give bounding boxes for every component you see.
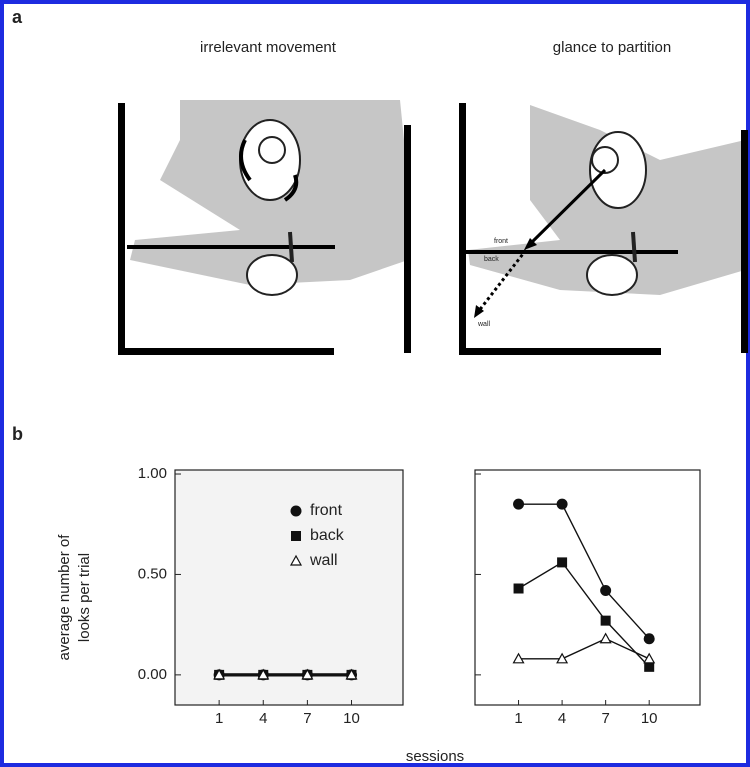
plot-frame (174, 469, 404, 706)
marker (644, 661, 655, 672)
marker (301, 668, 314, 680)
x-tick-label: 10 (641, 710, 658, 727)
annotation: back (484, 256, 499, 263)
x-axis-label: sessions (406, 748, 464, 765)
panel-title: irrelevant movement (200, 39, 337, 56)
x-tick-label: 4 (259, 710, 267, 727)
marker (513, 583, 524, 594)
illustration (459, 103, 748, 355)
legend-label: back (310, 527, 345, 544)
marker (599, 632, 612, 644)
x-tick-label: 10 (343, 710, 360, 727)
x-tick-label: 1 (514, 710, 522, 727)
y-tick-label: 0.50 (138, 565, 167, 582)
marker (289, 554, 303, 566)
marker (643, 652, 656, 664)
x-tick-label: 1 (215, 710, 223, 727)
marker (257, 668, 270, 680)
y-axis-label: looks per trial (76, 553, 93, 642)
series-line (518, 637, 650, 660)
y-tick-label: 1.00 (138, 465, 167, 482)
y-tick-label: 0.00 (138, 666, 167, 683)
x-tick-label: 7 (601, 710, 609, 727)
panel-label: a (12, 7, 23, 27)
plot-frame (474, 469, 701, 706)
marker (291, 531, 301, 541)
series-line (518, 503, 650, 640)
x-tick-label: 4 (558, 710, 566, 727)
marker (643, 633, 655, 645)
marker (513, 498, 525, 510)
marker (556, 498, 568, 510)
illustration (118, 100, 411, 355)
series-line (518, 561, 650, 668)
annotation: front (494, 238, 508, 245)
marker (600, 585, 612, 597)
marker (345, 668, 358, 680)
x-tick-label: 7 (303, 710, 311, 727)
marker (290, 505, 302, 517)
marker (213, 668, 226, 680)
marker (557, 557, 568, 568)
marker (556, 652, 569, 664)
legend-label: wall (309, 552, 338, 569)
panel-label: b (12, 424, 23, 444)
legend-label: front (310, 502, 343, 519)
y-axis-label: average number of (56, 534, 73, 661)
annotation: wall (477, 321, 491, 328)
marker (600, 615, 611, 626)
panel-title: glance to partition (553, 39, 671, 56)
marker (512, 652, 525, 664)
